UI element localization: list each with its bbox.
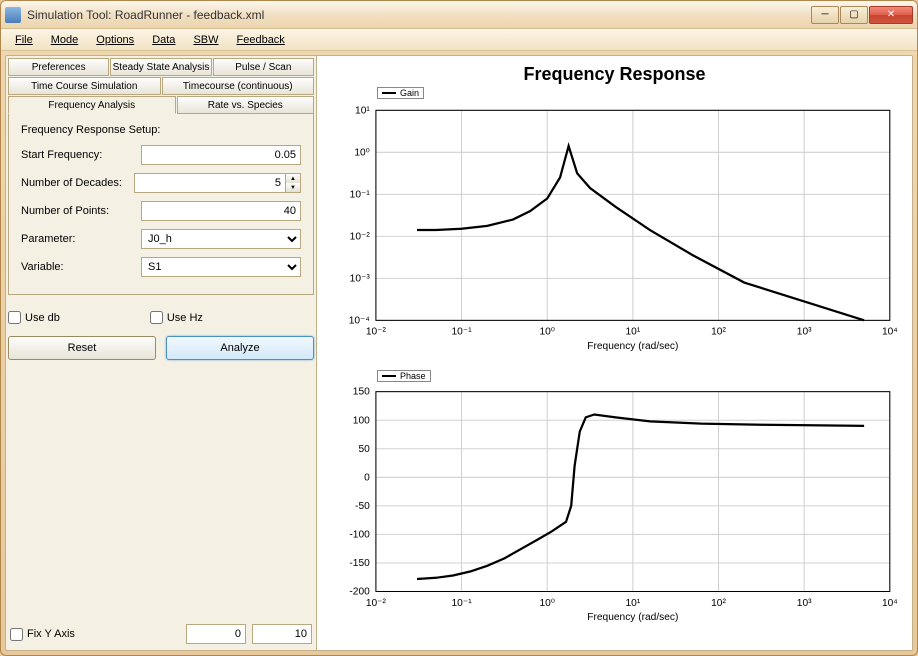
fix-y-check[interactable]: Fix Y Axis [10,628,75,641]
app-icon [5,7,21,23]
ymin-input[interactable] [186,624,246,644]
num-points-input[interactable] [141,201,301,221]
ymax-input[interactable] [252,624,312,644]
svg-text:Frequency (rad/sec): Frequency (rad/sec) [587,341,678,352]
gain-legend-label: Gain [400,88,419,98]
phase-chart: Phase 10⁻² 10⁻¹ 10⁰ 10¹ 10² 10³ 10⁴ -200 -150 -10… [329,372,900,642]
svg-text:10⁰: 10⁰ [354,147,369,158]
window-controls: ─ ▢ ✕ [810,6,913,24]
svg-text:10²: 10² [711,327,726,338]
num-decades-spinner[interactable]: ▲ ▼ [285,173,301,193]
tab-preferences[interactable]: Preferences [8,58,109,76]
phase-legend-swatch [382,375,396,377]
svg-text:50: 50 [358,444,370,455]
variable-select[interactable]: S1 [141,257,301,277]
use-db-check[interactable]: Use db [8,311,60,324]
close-button[interactable]: ✕ [869,6,913,24]
tab-steady-state[interactable]: Steady State Analysis [110,58,211,76]
svg-text:-50: -50 [355,501,370,512]
chart-panel: Frequency Response Gain 10⁻²10⁻¹10⁰10¹10… [316,56,912,650]
phase-plot: 10⁻² 10⁻¹ 10⁰ 10¹ 10² 10³ 10⁴ -200 -150 -100 -50 0 5… [329,372,900,642]
svg-text:10⁻¹: 10⁻¹ [451,327,472,338]
svg-text:10²: 10² [711,598,726,609]
svg-text:10⁻²: 10⁻² [366,327,387,338]
svg-text:10¹: 10¹ [625,327,640,338]
minimize-button[interactable]: ─ [811,6,839,24]
svg-text:0: 0 [364,473,370,484]
tab-frequency-analysis[interactable]: Frequency Analysis [8,96,176,114]
content-area: Preferences Steady State Analysis Pulse … [5,55,913,651]
reset-button[interactable]: Reset [8,336,156,360]
analyze-button[interactable]: Analyze [166,336,314,360]
left-panel: Preferences Steady State Analysis Pulse … [6,56,316,650]
gain-legend-swatch [382,92,396,94]
num-decades-input[interactable] [134,173,285,193]
svg-text:10¹: 10¹ [625,598,640,609]
tab-timecourse-cont[interactable]: Timecourse (continuous) [162,77,315,95]
num-decades-label: Number of Decades: [21,177,134,189]
gain-plot: 10⁻² 10⁻¹ 10⁰ 10¹ 10² 10³ 10⁴ 10⁻⁴ 10⁻³ 10⁻² 10⁻¹ 1… [329,89,900,372]
titlebar: Simulation Tool: RoadRunner - feedback.x… [1,1,917,29]
form-section-label: Frequency Response Setup: [21,124,301,136]
menu-file[interactable]: File [7,32,41,48]
phase-legend-label: Phase [400,371,426,381]
svg-text:10⁴: 10⁴ [882,327,898,338]
start-freq-input[interactable] [141,145,301,165]
tab-time-course[interactable]: Time Course Simulation [8,77,161,95]
num-points-label: Number of Points: [21,205,141,217]
use-hz-checkbox[interactable] [150,311,163,324]
gain-legend: Gain [377,87,424,99]
fix-y-checkbox[interactable] [10,628,23,641]
fix-y-row: Fix Y Axis [8,620,314,648]
window-title: Simulation Tool: RoadRunner - feedback.x… [27,8,810,22]
spinner-down-icon[interactable]: ▼ [286,183,300,192]
checkbox-row: Use db Use Hz [8,311,314,324]
svg-text:-100: -100 [349,530,370,541]
menu-sbw[interactable]: SBW [185,32,226,48]
use-hz-check[interactable]: Use Hz [150,311,203,324]
parameter-select[interactable]: J0_h [141,229,301,249]
svg-text:10⁰: 10⁰ [539,598,554,609]
svg-text:-150: -150 [349,558,370,569]
variable-label: Variable: [21,261,141,273]
parameter-label: Parameter: [21,233,141,245]
svg-text:-200: -200 [349,587,370,598]
tab-pulse-scan[interactable]: Pulse / Scan [213,58,314,76]
svg-text:10⁰: 10⁰ [539,327,554,338]
tab-rate-vs-species[interactable]: Rate vs. Species [177,96,314,114]
gain-chart: Gain 10⁻²10⁻¹10⁰10¹10²10³10⁴10⁻⁴10⁻³10⁻²… [329,89,900,372]
chart-title: Frequency Response [329,64,900,85]
svg-text:10⁻²: 10⁻² [366,598,387,609]
maximize-button[interactable]: ▢ [840,6,868,24]
svg-text:Frequency (rad/sec): Frequency (rad/sec) [587,612,678,623]
menu-data[interactable]: Data [144,32,183,48]
menu-mode[interactable]: Mode [43,32,87,48]
svg-text:10³: 10³ [797,327,812,338]
menu-options[interactable]: Options [88,32,142,48]
svg-text:10³: 10³ [797,598,812,609]
menubar: File Mode Options Data SBW Feedback [1,29,917,51]
svg-text:10⁻²: 10⁻² [350,231,371,242]
svg-text:10⁴: 10⁴ [882,598,898,609]
phase-legend: Phase [377,370,431,382]
menu-feedback[interactable]: Feedback [229,32,293,48]
app-window: Simulation Tool: RoadRunner - feedback.x… [0,0,918,656]
spinner-up-icon[interactable]: ▲ [286,174,300,183]
svg-text:150: 150 [353,387,370,398]
svg-text:100: 100 [353,416,370,427]
use-db-label: Use db [25,312,60,324]
svg-text:10⁻¹: 10⁻¹ [350,189,371,200]
svg-text:10⁻⁴: 10⁻⁴ [349,315,370,326]
svg-text:10⁻¹: 10⁻¹ [451,598,472,609]
use-hz-label: Use Hz [167,312,203,324]
fix-y-label: Fix Y Axis [27,628,75,640]
svg-text:10⁻³: 10⁻³ [350,273,371,284]
form-panel: Frequency Response Setup: Start Frequenc… [8,114,314,295]
start-freq-label: Start Frequency: [21,149,141,161]
use-db-checkbox[interactable] [8,311,21,324]
svg-text:10¹: 10¹ [355,105,370,116]
